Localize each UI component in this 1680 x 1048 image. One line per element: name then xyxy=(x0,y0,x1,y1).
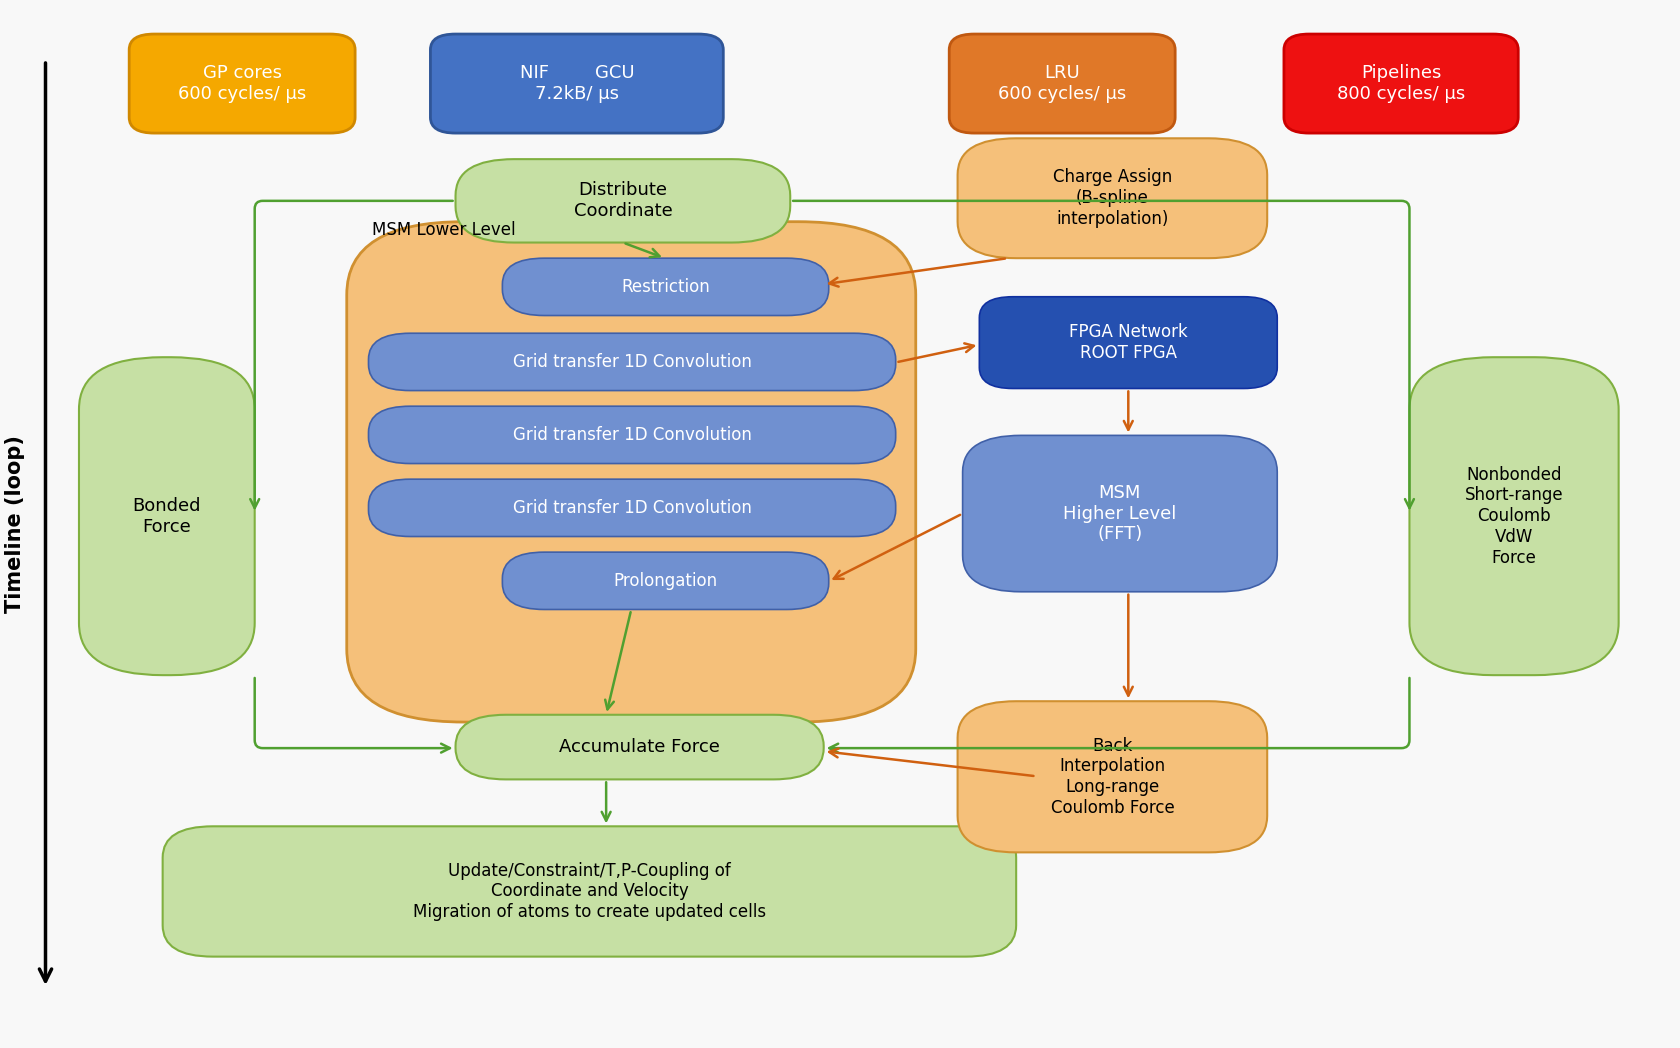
FancyBboxPatch shape xyxy=(455,159,790,242)
FancyBboxPatch shape xyxy=(455,715,823,780)
FancyBboxPatch shape xyxy=(163,826,1016,957)
Text: Prolongation: Prolongation xyxy=(613,572,717,590)
Text: Restriction: Restriction xyxy=(622,278,711,296)
FancyBboxPatch shape xyxy=(368,479,895,537)
Text: Nonbonded
Short-range
Coulomb
VdW
Force: Nonbonded Short-range Coulomb VdW Force xyxy=(1465,465,1564,567)
FancyBboxPatch shape xyxy=(949,34,1174,133)
FancyBboxPatch shape xyxy=(958,138,1267,258)
FancyBboxPatch shape xyxy=(1410,357,1618,675)
Text: Grid transfer 1D Convolution: Grid transfer 1D Convolution xyxy=(512,425,751,444)
Text: Bonded
Force: Bonded Force xyxy=(133,497,202,536)
FancyBboxPatch shape xyxy=(346,222,916,722)
Text: MSM Lower Level: MSM Lower Level xyxy=(371,221,516,239)
Text: NIF        GCU
7.2kB/ μs: NIF GCU 7.2kB/ μs xyxy=(519,64,633,103)
FancyBboxPatch shape xyxy=(368,407,895,463)
FancyBboxPatch shape xyxy=(129,34,354,133)
Text: LRU
600 cycles/ μs: LRU 600 cycles/ μs xyxy=(998,64,1126,103)
Text: Grid transfer 1D Convolution: Grid transfer 1D Convolution xyxy=(512,499,751,517)
FancyBboxPatch shape xyxy=(368,333,895,391)
FancyBboxPatch shape xyxy=(79,357,255,675)
Text: Update/Constraint/T,P-Coupling of
Coordinate and Velocity
Migration of atoms to : Update/Constraint/T,P-Coupling of Coordi… xyxy=(413,861,766,921)
Text: Charge Assign
(B-spline
interpolation): Charge Assign (B-spline interpolation) xyxy=(1053,169,1173,228)
FancyBboxPatch shape xyxy=(963,435,1277,592)
Text: FPGA Network
ROOT FPGA: FPGA Network ROOT FPGA xyxy=(1068,323,1188,362)
FancyBboxPatch shape xyxy=(430,34,724,133)
Text: Timeline (loop): Timeline (loop) xyxy=(5,435,25,613)
Text: GP cores
600 cycles/ μs: GP cores 600 cycles/ μs xyxy=(178,64,306,103)
Text: MSM
Higher Level
(FFT): MSM Higher Level (FFT) xyxy=(1063,484,1176,543)
Text: Pipelines
800 cycles/ μs: Pipelines 800 cycles/ μs xyxy=(1337,64,1465,103)
Text: Distribute
Coordinate: Distribute Coordinate xyxy=(573,181,672,220)
Text: Grid transfer 1D Convolution: Grid transfer 1D Convolution xyxy=(512,353,751,371)
FancyBboxPatch shape xyxy=(502,258,828,315)
Text: Back
Interpolation
Long-range
Coulomb Force: Back Interpolation Long-range Coulomb Fo… xyxy=(1050,737,1174,817)
Text: Accumulate Force: Accumulate Force xyxy=(559,738,721,756)
FancyBboxPatch shape xyxy=(1284,34,1519,133)
FancyBboxPatch shape xyxy=(958,701,1267,852)
FancyBboxPatch shape xyxy=(502,552,828,610)
FancyBboxPatch shape xyxy=(979,297,1277,389)
